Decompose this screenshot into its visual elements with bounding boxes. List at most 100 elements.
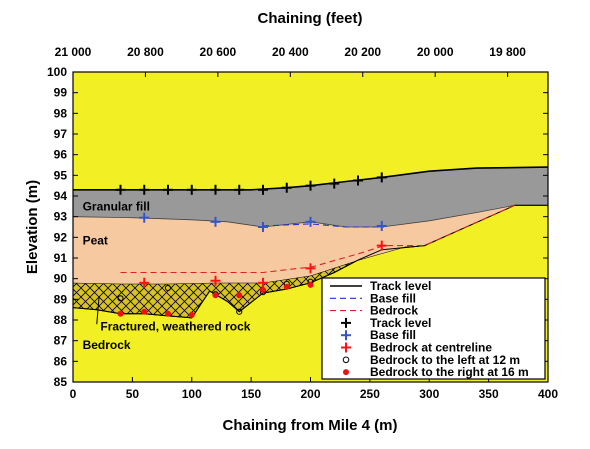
- y-tick-label-15: 100: [47, 65, 67, 79]
- x-tick-label-8: 400: [538, 387, 558, 401]
- region-label-1: Peat: [83, 234, 108, 248]
- peat-layer: [73, 205, 515, 284]
- series-7-marker-2: [165, 310, 171, 317]
- series-5-marker-0: [139, 277, 150, 288]
- y-tick-label-0: 85: [54, 375, 68, 389]
- y-tick-label-6: 91: [54, 251, 68, 265]
- annotation-leader-line: [96, 296, 100, 325]
- x-tick-label-7: 350: [479, 387, 499, 401]
- legend-label-7: Bedrock to the right at 16 m: [370, 365, 529, 379]
- y-axis-title: Elevation (m): [24, 180, 41, 274]
- legend-swatch-6: [342, 356, 350, 364]
- series-5-marker-1: [210, 275, 221, 286]
- axes: 0 50 100 150 200 250 300 350 400 85 86 87 88 89 90 91 92…: [47, 45, 558, 401]
- x-tick-label-2: 100: [182, 387, 202, 401]
- series-7-marker-0: [117, 310, 124, 317]
- x-tick-label-1: 50: [126, 387, 140, 401]
- series-7-marker-1: [141, 308, 148, 315]
- series-5-marker-3: [305, 263, 316, 274]
- top-tick-label-5: 20 000: [417, 45, 454, 59]
- y-tick-label-13: 98: [54, 106, 68, 120]
- series-4-marker-2: [258, 222, 268, 232]
- series-4-marker-1: [210, 216, 221, 227]
- y-tick-label-8: 93: [54, 210, 68, 224]
- series-4-marker-3: [305, 216, 316, 227]
- series-3-marker-2: [163, 184, 173, 195]
- series-3-marker-5: [234, 184, 245, 195]
- series-3-marker-3: [186, 184, 197, 195]
- y-tick-label-5: 90: [54, 272, 68, 286]
- region-label-2: Fractured, weathered rock: [100, 319, 250, 333]
- top-tick-label-3: 20 400: [272, 45, 309, 59]
- fill-base-boundary: [73, 204, 548, 228]
- series-4-marker-4: [376, 220, 387, 231]
- y-tick-label-3: 88: [54, 313, 68, 327]
- series-5-marker-4: [376, 240, 387, 251]
- x-tick-label-0: 0: [70, 387, 77, 401]
- series-3-marker-10: [353, 175, 363, 186]
- series-3-marker-7: [281, 182, 292, 193]
- series-5-marker-2: [258, 277, 268, 288]
- top-axis-title: Chaining (feet): [258, 10, 363, 27]
- top-tick-label-1: 20 800: [127, 45, 164, 59]
- legend-label-1: Base fill: [370, 291, 416, 305]
- series-markers: [115, 172, 387, 318]
- series-7-marker-4: [212, 292, 219, 299]
- legend-label-6: Bedrock to the left at 12 m: [370, 353, 520, 367]
- legend-swatch-3: [341, 317, 351, 328]
- top-tick-label-0: 21 000: [55, 45, 92, 59]
- series-3-marker-11: [376, 172, 387, 183]
- top-tick-label-4: 20 200: [344, 45, 381, 59]
- series-3-marker-4: [210, 184, 221, 195]
- series-7-marker-3: [188, 311, 195, 318]
- region-label-3: Bedrock: [83, 338, 131, 352]
- y-tick-label-10: 95: [54, 168, 68, 182]
- series-3-marker-8: [305, 180, 316, 191]
- series-7-marker-8: [307, 281, 314, 288]
- series-6-marker-1: [164, 284, 172, 292]
- granular-fill-layer: [73, 167, 548, 227]
- y-tick-label-1: 86: [54, 354, 68, 368]
- x-tick-label-6: 300: [419, 387, 439, 401]
- y-tick-label-4: 89: [54, 292, 68, 306]
- legend-label-0: Track level: [370, 279, 431, 293]
- x-tick-label-3: 150: [241, 387, 261, 401]
- series-6-marker-3: [236, 308, 243, 315]
- x-axis-title: Chaining from Mile 4 (m): [222, 417, 397, 434]
- top-tick-label-2: 20 600: [200, 45, 237, 59]
- series-3-marker-9: [329, 178, 340, 189]
- legend-label-2: Bedrock: [370, 304, 418, 318]
- legend-swatch-4: [341, 330, 351, 341]
- series-7-marker-5: [236, 292, 243, 299]
- y-tick-label-7: 92: [54, 230, 68, 244]
- soil-layers: [73, 72, 548, 382]
- y-tick-label-11: 96: [54, 148, 68, 162]
- series-4-marker-0: [139, 212, 150, 223]
- legend-swatch-5: [341, 342, 351, 353]
- bedrock-boundary: [73, 204, 548, 319]
- series-dashed-line-1: [262, 223, 385, 228]
- x-tick-label-4: 200: [300, 387, 320, 401]
- series-3-marker-6: [258, 184, 268, 195]
- legend-swatch-7: [343, 369, 349, 376]
- y-tick-label-14: 99: [54, 86, 68, 100]
- legend-box: [321, 277, 546, 380]
- series-6-marker-0: [117, 295, 124, 302]
- series-7-marker-7: [283, 283, 290, 290]
- y-tick-label-9: 94: [54, 189, 68, 203]
- series-dashed-line-2: [120, 204, 516, 274]
- legend-label-3: Track level: [370, 316, 431, 330]
- series-7-marker-6: [260, 287, 266, 294]
- series-3-marker-1: [139, 184, 150, 195]
- x-tick-label-5: 250: [360, 387, 380, 401]
- series-3-marker-0: [115, 184, 126, 195]
- legend-label-4: Base fill: [370, 328, 416, 342]
- region-label-0: Granular fill: [83, 199, 150, 213]
- region-labels: Granular fill Peat Fractured, weathered ro…: [83, 199, 251, 351]
- y-tick-label-2: 87: [54, 334, 68, 348]
- legend-label-5: Bedrock at centreline: [370, 341, 492, 355]
- y-tick-label-12: 97: [54, 127, 68, 141]
